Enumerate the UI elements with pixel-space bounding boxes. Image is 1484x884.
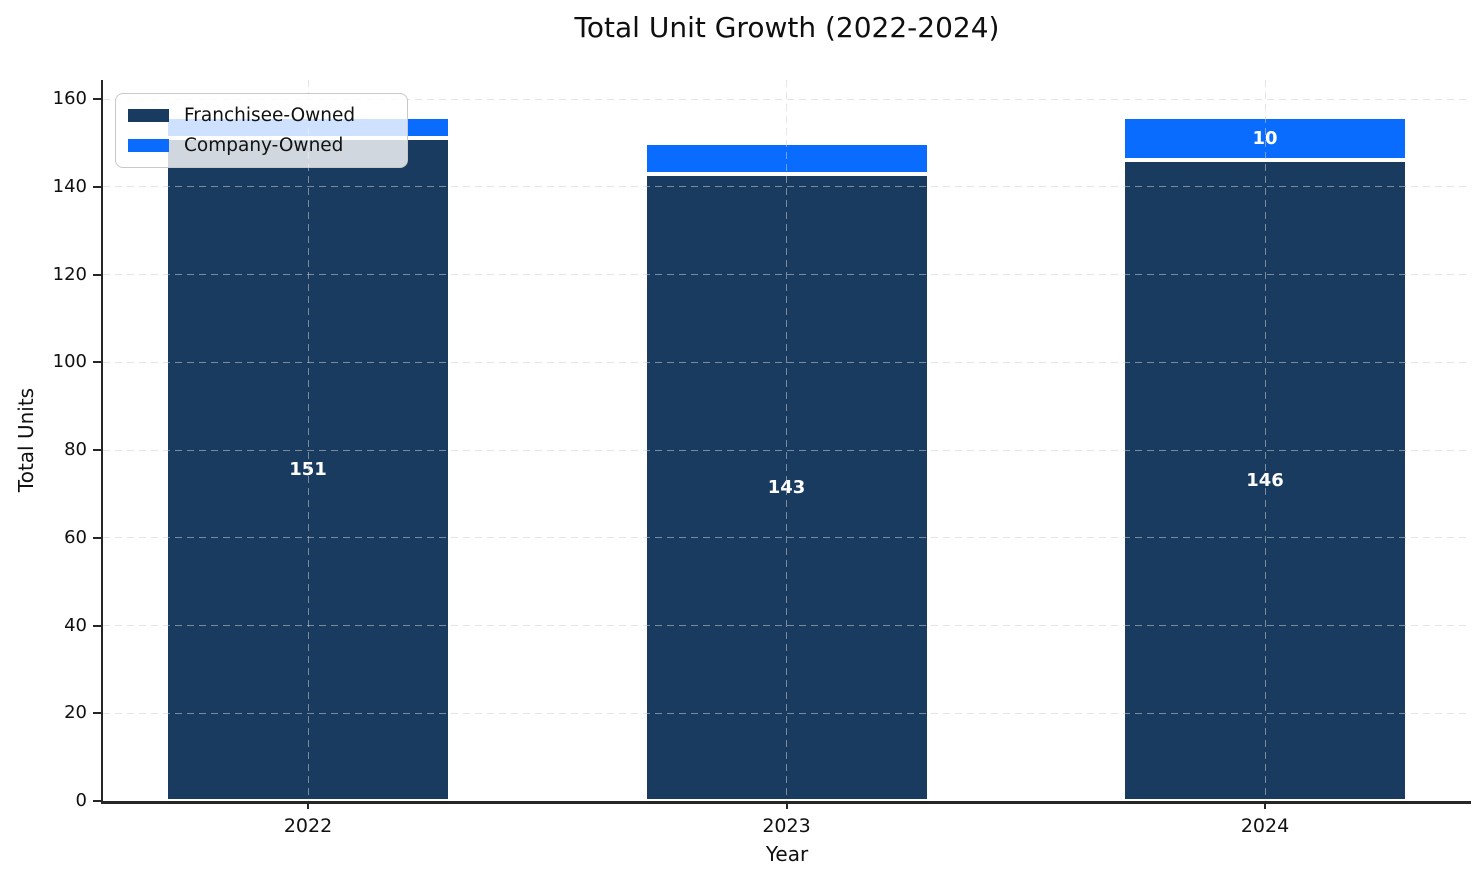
gridline-horizontal [103, 625, 1471, 626]
gridline-horizontal [103, 186, 1471, 188]
legend: Franchisee-Owned Company-Owned [115, 93, 408, 168]
legend-label: Franchisee-Owned [184, 105, 356, 127]
gridline-horizontal [103, 98, 1471, 100]
legend-item-company-owned: Company-Owned [128, 135, 395, 156]
x-tick-label: 2022 [283, 815, 333, 837]
gridline-horizontal [103, 712, 1471, 714]
x-tick-label: 2024 [1240, 815, 1290, 837]
y-tick-label: 60 [64, 526, 87, 548]
y-axis-title: Total Units [14, 387, 38, 493]
y-tick-label: 160 [52, 88, 87, 109]
legend-item-franchisee-owned: Franchisee-Owned [128, 105, 395, 126]
x-tick-mark [1264, 801, 1266, 809]
x-tick-mark [307, 801, 309, 809]
gridline-horizontal [103, 361, 1471, 363]
y-tick-label: 100 [52, 351, 87, 373]
gridline-vertical [307, 80, 309, 801]
gridline-horizontal [103, 537, 1471, 539]
legend-label: Company-Owned [184, 134, 344, 156]
y-tick-mark [93, 800, 102, 802]
gridline-horizontal [103, 449, 1471, 451]
y-tick-mark [93, 361, 102, 364]
legend-color-swatch-icon [128, 138, 169, 152]
gridline-horizontal [103, 274, 1471, 275]
legend-color-swatch-icon [128, 109, 169, 123]
y-tick-mark [93, 98, 102, 100]
y-tick-label: 40 [64, 614, 87, 636]
y-tick-mark [93, 185, 102, 188]
y-tick-label: 120 [52, 263, 87, 285]
x-axis-title: Year [765, 842, 809, 866]
y-tick-mark [93, 624, 102, 627]
y-tick-mark [93, 536, 102, 539]
y-tick-mark [93, 273, 102, 276]
gridline-vertical [1264, 80, 1266, 801]
y-tick-label: 0 [75, 790, 87, 811]
x-tick-mark [785, 801, 788, 809]
gridline-vertical [786, 80, 787, 801]
y-tick-label: 140 [52, 175, 87, 197]
y-tick-label: 80 [64, 439, 87, 460]
y-axis-spine [101, 80, 103, 803]
y-tick-label: 20 [64, 702, 87, 724]
y-tick-mark [93, 449, 102, 451]
x-tick-label: 2023 [762, 815, 811, 837]
chart-title: Total Unit Growth (2022-2024) [574, 11, 1000, 44]
y-tick-mark [93, 712, 102, 715]
plot-area: Franchisee-Owned Company-Owned 0 20 40 60 80… [53, 80, 1471, 837]
